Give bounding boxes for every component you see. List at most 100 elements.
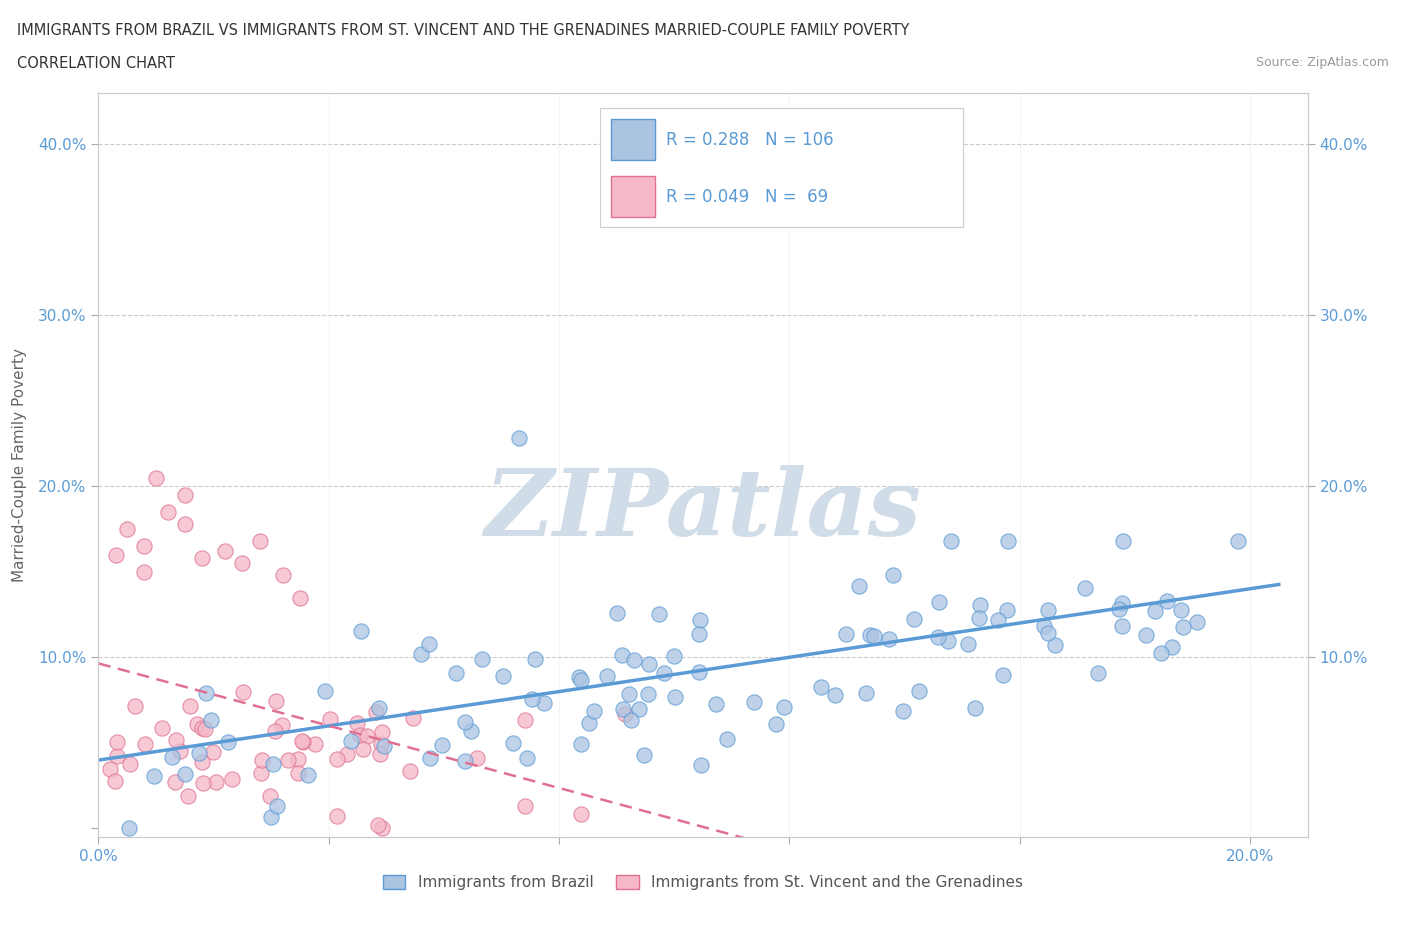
Point bbox=[368, 701, 391, 716]
Point bbox=[250, 766, 273, 781]
Point bbox=[957, 636, 980, 651]
Point bbox=[460, 724, 482, 738]
Point bbox=[1087, 665, 1109, 680]
Point bbox=[409, 646, 432, 661]
Point bbox=[105, 748, 128, 763]
Point bbox=[160, 750, 183, 764]
Point bbox=[967, 611, 990, 626]
Point bbox=[250, 753, 273, 768]
Point bbox=[613, 707, 636, 722]
Point bbox=[368, 747, 391, 762]
Point bbox=[1074, 580, 1097, 595]
Point bbox=[169, 743, 191, 758]
Point bbox=[765, 717, 787, 732]
Point bbox=[471, 652, 494, 667]
Legend: Immigrants from Brazil, Immigrants from St. Vincent and the Grenadines: Immigrants from Brazil, Immigrants from … bbox=[377, 869, 1029, 897]
Point bbox=[939, 534, 962, 549]
Point bbox=[465, 751, 488, 765]
Point bbox=[364, 705, 387, 720]
Point bbox=[716, 732, 738, 747]
Point bbox=[191, 551, 214, 565]
Point bbox=[105, 734, 128, 749]
Y-axis label: Married-Couple Family Poverty: Married-Couple Family Poverty bbox=[13, 348, 27, 582]
Point bbox=[288, 591, 311, 605]
Point bbox=[271, 717, 294, 732]
Point bbox=[619, 686, 641, 701]
Point bbox=[936, 633, 959, 648]
Point bbox=[596, 669, 619, 684]
Point bbox=[98, 762, 121, 777]
Point bbox=[217, 735, 239, 750]
Point bbox=[336, 747, 359, 762]
Point bbox=[205, 775, 228, 790]
Point bbox=[314, 684, 336, 698]
Point bbox=[927, 630, 949, 644]
Point bbox=[987, 613, 1010, 628]
Point bbox=[928, 594, 950, 609]
Point bbox=[633, 747, 655, 762]
Point bbox=[156, 505, 179, 520]
Point bbox=[995, 603, 1018, 618]
Point bbox=[291, 734, 314, 749]
Point bbox=[773, 699, 796, 714]
Point bbox=[177, 789, 200, 804]
Point bbox=[824, 687, 846, 702]
Point bbox=[502, 736, 524, 751]
Point bbox=[623, 653, 645, 668]
Point bbox=[373, 739, 395, 754]
Point bbox=[688, 627, 710, 642]
Point bbox=[1150, 646, 1173, 661]
Point bbox=[194, 722, 217, 737]
Point bbox=[688, 665, 710, 680]
Point bbox=[681, 192, 703, 206]
Point bbox=[1135, 628, 1157, 643]
Point bbox=[104, 548, 127, 563]
Point bbox=[1185, 615, 1208, 630]
Point bbox=[513, 712, 536, 727]
Point bbox=[1038, 602, 1060, 617]
Point bbox=[326, 809, 349, 824]
Point bbox=[356, 728, 378, 743]
Point bbox=[882, 568, 904, 583]
Point bbox=[134, 538, 156, 553]
Point bbox=[1112, 534, 1135, 549]
Point bbox=[340, 734, 363, 749]
Point bbox=[287, 751, 309, 766]
Point bbox=[399, 764, 422, 778]
Point bbox=[620, 713, 643, 728]
Point bbox=[516, 751, 538, 765]
Point bbox=[997, 534, 1019, 549]
Point bbox=[402, 711, 425, 725]
Point bbox=[810, 680, 832, 695]
Point bbox=[571, 806, 593, 821]
Point bbox=[191, 754, 214, 769]
Point bbox=[264, 724, 287, 738]
Point bbox=[1045, 637, 1067, 652]
Point bbox=[664, 690, 686, 705]
Point bbox=[569, 672, 592, 687]
Point bbox=[249, 534, 271, 549]
Point bbox=[266, 798, 288, 813]
Point bbox=[350, 623, 373, 638]
Point bbox=[907, 684, 929, 698]
Point bbox=[297, 767, 319, 782]
Point bbox=[647, 606, 669, 621]
Point bbox=[568, 670, 591, 684]
Text: IMMIGRANTS FROM BRAZIL VS IMMIGRANTS FROM ST. VINCENT AND THE GRENADINES MARRIED: IMMIGRANTS FROM BRAZIL VS IMMIGRANTS FRO… bbox=[17, 23, 910, 38]
Point bbox=[1143, 604, 1166, 618]
Point bbox=[370, 821, 392, 836]
Point bbox=[1171, 619, 1194, 634]
Point bbox=[513, 799, 536, 814]
Point bbox=[319, 711, 342, 726]
Point bbox=[124, 698, 146, 713]
Point bbox=[201, 744, 224, 759]
Point bbox=[259, 789, 281, 804]
Point bbox=[578, 715, 600, 730]
Point bbox=[1161, 640, 1184, 655]
Point bbox=[969, 597, 991, 612]
Point bbox=[292, 735, 315, 750]
Point bbox=[346, 715, 368, 730]
Point bbox=[118, 756, 141, 771]
Point bbox=[266, 694, 288, 709]
Point bbox=[134, 737, 156, 751]
